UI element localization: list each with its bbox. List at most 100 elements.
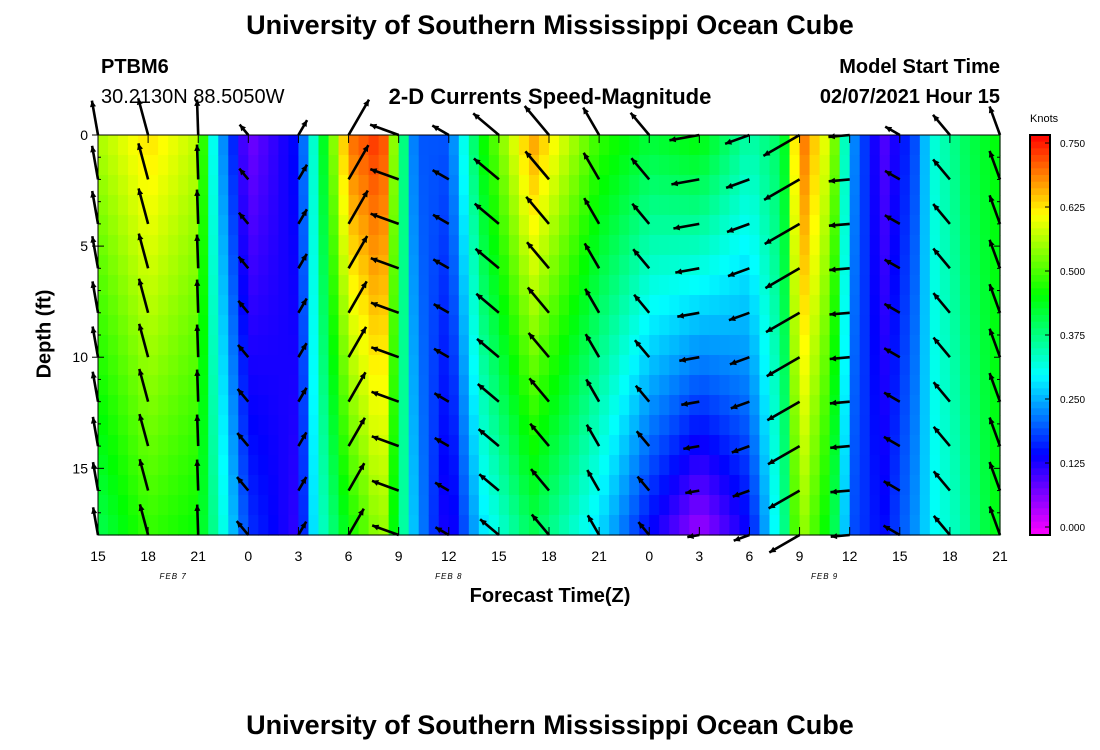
heatmap-cell <box>919 315 931 336</box>
heatmap-cell <box>849 235 861 256</box>
heatmap-cell <box>569 255 580 276</box>
heatmap-cell <box>669 275 680 296</box>
heatmap-cell <box>599 135 610 156</box>
heatmap-cell <box>969 495 981 516</box>
heatmap-cell <box>388 515 400 536</box>
heatmap-cell <box>508 495 520 516</box>
colorbar-swatch <box>1030 395 1050 403</box>
heatmap-cell <box>739 295 751 316</box>
heatmap-cell <box>398 435 410 456</box>
x-tick-label: 18 <box>140 548 156 564</box>
heatmap-cell <box>488 155 500 176</box>
heatmap-cell <box>328 475 340 496</box>
heatmap-cell <box>358 255 370 276</box>
heatmap-cell <box>348 395 360 416</box>
heatmap-cell <box>298 195 310 216</box>
heatmap-cell <box>889 335 901 356</box>
current-arrow <box>932 515 951 536</box>
heatmap-cell <box>769 515 781 536</box>
heatmap-cell <box>498 175 510 196</box>
current-arrow <box>194 279 201 313</box>
heatmap-cell <box>749 255 761 276</box>
heatmap-cell <box>699 155 710 176</box>
heatmap-cell <box>749 215 761 236</box>
current-arrow <box>732 489 750 498</box>
colorbar-swatch <box>1030 361 1050 369</box>
heatmap-cell <box>328 215 340 236</box>
heatmap-cell <box>939 315 951 336</box>
heatmap-cell <box>799 155 811 176</box>
x-tick-label: 12 <box>441 548 457 564</box>
heatmap-cell <box>569 335 580 356</box>
heatmap-cell <box>458 475 470 496</box>
heatmap-cell <box>518 435 530 456</box>
heatmap-cell <box>318 515 330 536</box>
heatmap-cell <box>468 415 480 436</box>
heatmap-cell <box>629 395 640 416</box>
heatmap-cell <box>869 355 881 376</box>
heatmap-cell <box>288 375 300 396</box>
heatmap-cell <box>148 455 159 476</box>
heatmap-cell <box>158 435 169 456</box>
heatmap-cell <box>268 195 279 216</box>
heatmap-cell <box>829 375 841 396</box>
heatmap-cell <box>549 215 560 236</box>
heatmap-cell <box>729 315 741 336</box>
heatmap-cell <box>488 135 500 156</box>
heatmap-cell <box>478 135 490 156</box>
heatmap-cell <box>729 435 741 456</box>
heatmap-cell <box>158 235 169 256</box>
heatmap-cell <box>328 135 340 156</box>
heatmap-cell <box>248 255 259 276</box>
current-arrow <box>347 462 366 492</box>
heatmap-cell <box>248 135 259 156</box>
heatmap-cell <box>989 455 1001 476</box>
heatmap-cell <box>408 335 420 356</box>
heatmap-cell <box>428 195 440 216</box>
heatmap-cell <box>689 375 700 396</box>
current-arrow <box>237 255 250 270</box>
heatmap-cell <box>378 255 390 276</box>
colorbar-swatch <box>1030 135 1050 143</box>
heatmap-cell <box>849 455 861 476</box>
heatmap-cell <box>779 335 791 356</box>
heatmap-cell <box>138 135 149 156</box>
heatmap-cell <box>158 255 169 276</box>
heatmap-cell <box>208 175 219 196</box>
heatmap-cell <box>799 455 811 476</box>
heatmap-cell <box>188 455 199 476</box>
heatmap-cell <box>569 275 580 296</box>
heatmap-cell <box>569 455 580 476</box>
heatmap-cell <box>538 195 550 216</box>
heatmap-cell <box>549 195 560 216</box>
heatmap-cell <box>248 155 259 176</box>
heatmap-cell <box>579 175 590 196</box>
heatmap-cell <box>749 455 761 476</box>
heatmap-cell <box>719 335 730 356</box>
heatmap-cell <box>889 175 901 196</box>
heatmap-cell <box>508 435 520 456</box>
heatmap-cell <box>408 495 420 516</box>
heatmap-cell <box>559 335 570 356</box>
current-arrow <box>681 400 700 407</box>
heatmap-cell <box>318 435 330 456</box>
heatmap-cell <box>769 195 781 216</box>
heatmap-cell <box>579 475 590 496</box>
heatmap-cell <box>188 315 199 336</box>
current-arrow <box>236 476 250 492</box>
heatmap-cell <box>368 335 380 356</box>
current-arrow <box>932 158 951 181</box>
heatmap-cell <box>719 175 730 196</box>
heatmap-cell <box>569 435 580 456</box>
heatmap-cell <box>759 515 771 536</box>
heatmap-cell <box>669 395 680 416</box>
heatmap-cell <box>188 355 199 376</box>
heatmap-cell <box>629 355 640 376</box>
heatmap-cell <box>378 435 390 456</box>
heatmap-cell <box>619 315 630 336</box>
heatmap-cell <box>759 315 771 336</box>
heatmap-cell <box>729 515 741 536</box>
heatmap-cell <box>368 455 380 476</box>
heatmap-cell <box>338 515 350 536</box>
heatmap-cell <box>959 335 971 356</box>
